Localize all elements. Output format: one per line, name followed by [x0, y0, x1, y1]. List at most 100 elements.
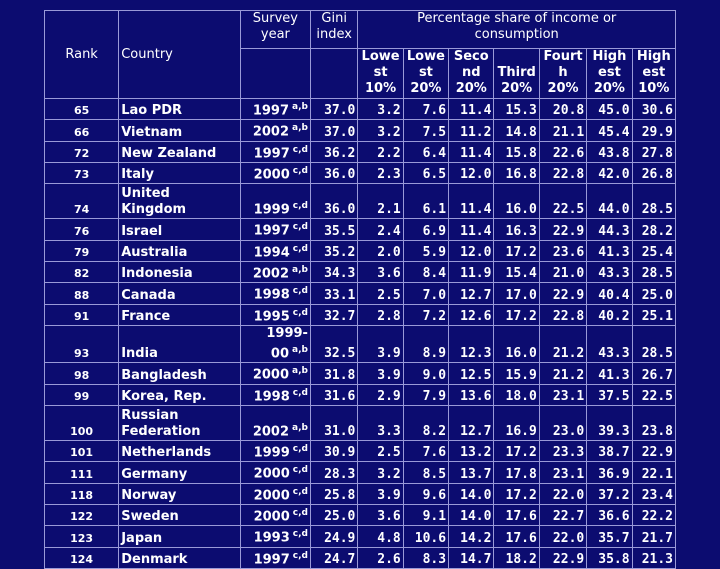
share-cell: 21.3	[631, 546, 677, 569]
share-cell: 17.8	[493, 461, 540, 484]
survey-note: c,d	[292, 200, 308, 211]
country-cell: Canada	[118, 282, 241, 305]
share-cell: 22.0	[538, 482, 588, 505]
table-row: 98 Bangladesh 2000 a,b 31.8 3.9 9.0 12.5 15.9 21.…	[43, 362, 677, 385]
share-cell: 22.0	[538, 525, 588, 548]
share-cell: 45.4	[586, 119, 633, 142]
share-cell: 3.2	[357, 119, 404, 142]
share-cell: 23.8	[631, 404, 677, 441]
country-header: Country	[118, 10, 241, 99]
share-cell: 15.8	[493, 140, 540, 163]
table-row: 118 Norway 2000 c,d 25.8 3.9 9.6 14.0 17.2 22.0 37…	[43, 482, 677, 505]
share-cell: 7.6	[402, 97, 450, 121]
share-cell: 8.3	[402, 546, 450, 569]
share-cell: 3.9	[357, 482, 404, 505]
share-cell: 2.8	[357, 303, 404, 326]
share-cell: 7.5	[402, 119, 450, 142]
rank-cell: 72	[43, 140, 120, 163]
share-cell: 6.1	[402, 183, 450, 220]
rank-cell: 101	[43, 439, 120, 463]
gini-cell: 31.8	[309, 362, 359, 385]
share-cell: 7.2	[402, 303, 450, 326]
survey-year-cell: 1997 c,d	[239, 546, 311, 569]
share-cell: 28.5	[631, 183, 677, 220]
table-row: 100 Russian Federation 2002 a,b 31.0 3.3 8.2 12…	[43, 404, 677, 441]
share-cell: 22.9	[538, 546, 588, 569]
share-cell: 16.0	[493, 183, 540, 220]
share-cell: 2.3	[357, 161, 404, 185]
share-cell: 8.9	[402, 324, 450, 364]
share-cell: 14.8	[493, 119, 540, 142]
share-cell: 23.6	[538, 239, 588, 262]
survey-year-cell: 1997 c,d	[239, 218, 311, 241]
survey-year-value: 1997	[252, 103, 290, 119]
share-cell: 21.7	[631, 525, 677, 548]
share-cell: 12.7	[448, 404, 495, 441]
country-cell: France	[118, 303, 241, 326]
share-cell: 45.0	[586, 97, 633, 121]
country-cell: Australia	[118, 239, 241, 262]
rank-cell: 93	[43, 324, 120, 364]
table-row: 74 United Kingdom 1999 c,d 36.0 2.1 6.1 11.4 16.…	[43, 183, 677, 220]
share-cell: 3.2	[357, 97, 404, 121]
survey-note: c,d	[292, 507, 308, 518]
survey-year-value: 2002	[252, 423, 290, 439]
share-cell: 22.2	[631, 503, 677, 527]
share-cell: 21.0	[538, 260, 588, 284]
rank-cell: 74	[43, 183, 120, 220]
gini-cell: 24.9	[309, 525, 359, 548]
rank-cell: 124	[43, 546, 120, 569]
table-row: 73 Italy 2000 c,d 36.0 2.3 6.5 12.0 16.8 22.8 42.0…	[43, 161, 677, 185]
gini-cell: 32.5	[309, 324, 359, 364]
survey-year-value: 2002	[252, 124, 290, 140]
survey-note: c,d	[292, 286, 308, 297]
quantile-header-second-20: Seco nd 20%	[448, 48, 495, 99]
survey-year-value: 1999	[253, 445, 290, 461]
share-cell: 21.1	[538, 119, 588, 142]
share-cell: 5.9	[402, 239, 450, 262]
survey-note: c,d	[292, 243, 308, 254]
gini-cell: 32.7	[309, 303, 359, 326]
survey-note: c,d	[292, 307, 308, 318]
share-cell: 9.1	[402, 503, 450, 527]
share-cell: 29.9	[631, 119, 677, 142]
gini-cell: 37.0	[309, 119, 359, 142]
share-cell: 12.7	[448, 282, 495, 305]
survey-year-value: 1995	[253, 308, 290, 324]
gini-cell: 36.0	[309, 183, 359, 220]
share-cell: 11.9	[448, 260, 495, 284]
share-cell: 12.0	[448, 161, 495, 185]
country-cell: Germany	[118, 461, 241, 484]
share-cell: 23.1	[538, 461, 588, 484]
share-cell: 3.6	[357, 503, 404, 527]
survey-year-cell: 1997 c,d	[239, 140, 311, 163]
share-cell: 25.4	[631, 239, 677, 262]
survey-year-value: 2000	[253, 167, 290, 183]
share-cell: 22.5	[538, 183, 588, 220]
country-cell: New Zealand	[118, 140, 241, 163]
share-cell: 22.9	[538, 218, 588, 241]
rank-cell: 65	[43, 97, 120, 121]
survey-year-cell: 2000 c,d	[239, 503, 311, 527]
survey-year-cell: 1998 c,d	[239, 282, 311, 305]
share-cell: 14.0	[448, 503, 495, 527]
share-cell: 44.3	[586, 218, 633, 241]
share-cell: 17.6	[493, 503, 540, 527]
share-cell: 25.1	[631, 303, 677, 326]
share-cell: 26.7	[631, 362, 677, 385]
share-cell: 23.3	[538, 439, 588, 463]
share-cell: 3.6	[357, 260, 404, 284]
share-cell: 3.9	[357, 324, 404, 364]
survey-year-cell: 1999 c,d	[239, 439, 311, 463]
survey-year-value: 2000	[253, 487, 290, 503]
share-cell: 6.5	[402, 161, 450, 185]
share-cell: 2.0	[357, 239, 404, 262]
share-cell: 11.2	[448, 119, 495, 142]
survey-note: a,b	[292, 123, 308, 134]
share-cell: 38.7	[586, 439, 633, 463]
share-cell: 11.4	[448, 140, 495, 163]
share-cell: 17.2	[493, 239, 540, 262]
quantile-header-third-20: Third 20%	[493, 48, 540, 99]
rank-header: Rank	[43, 10, 120, 99]
share-cell: 37.2	[586, 482, 633, 505]
